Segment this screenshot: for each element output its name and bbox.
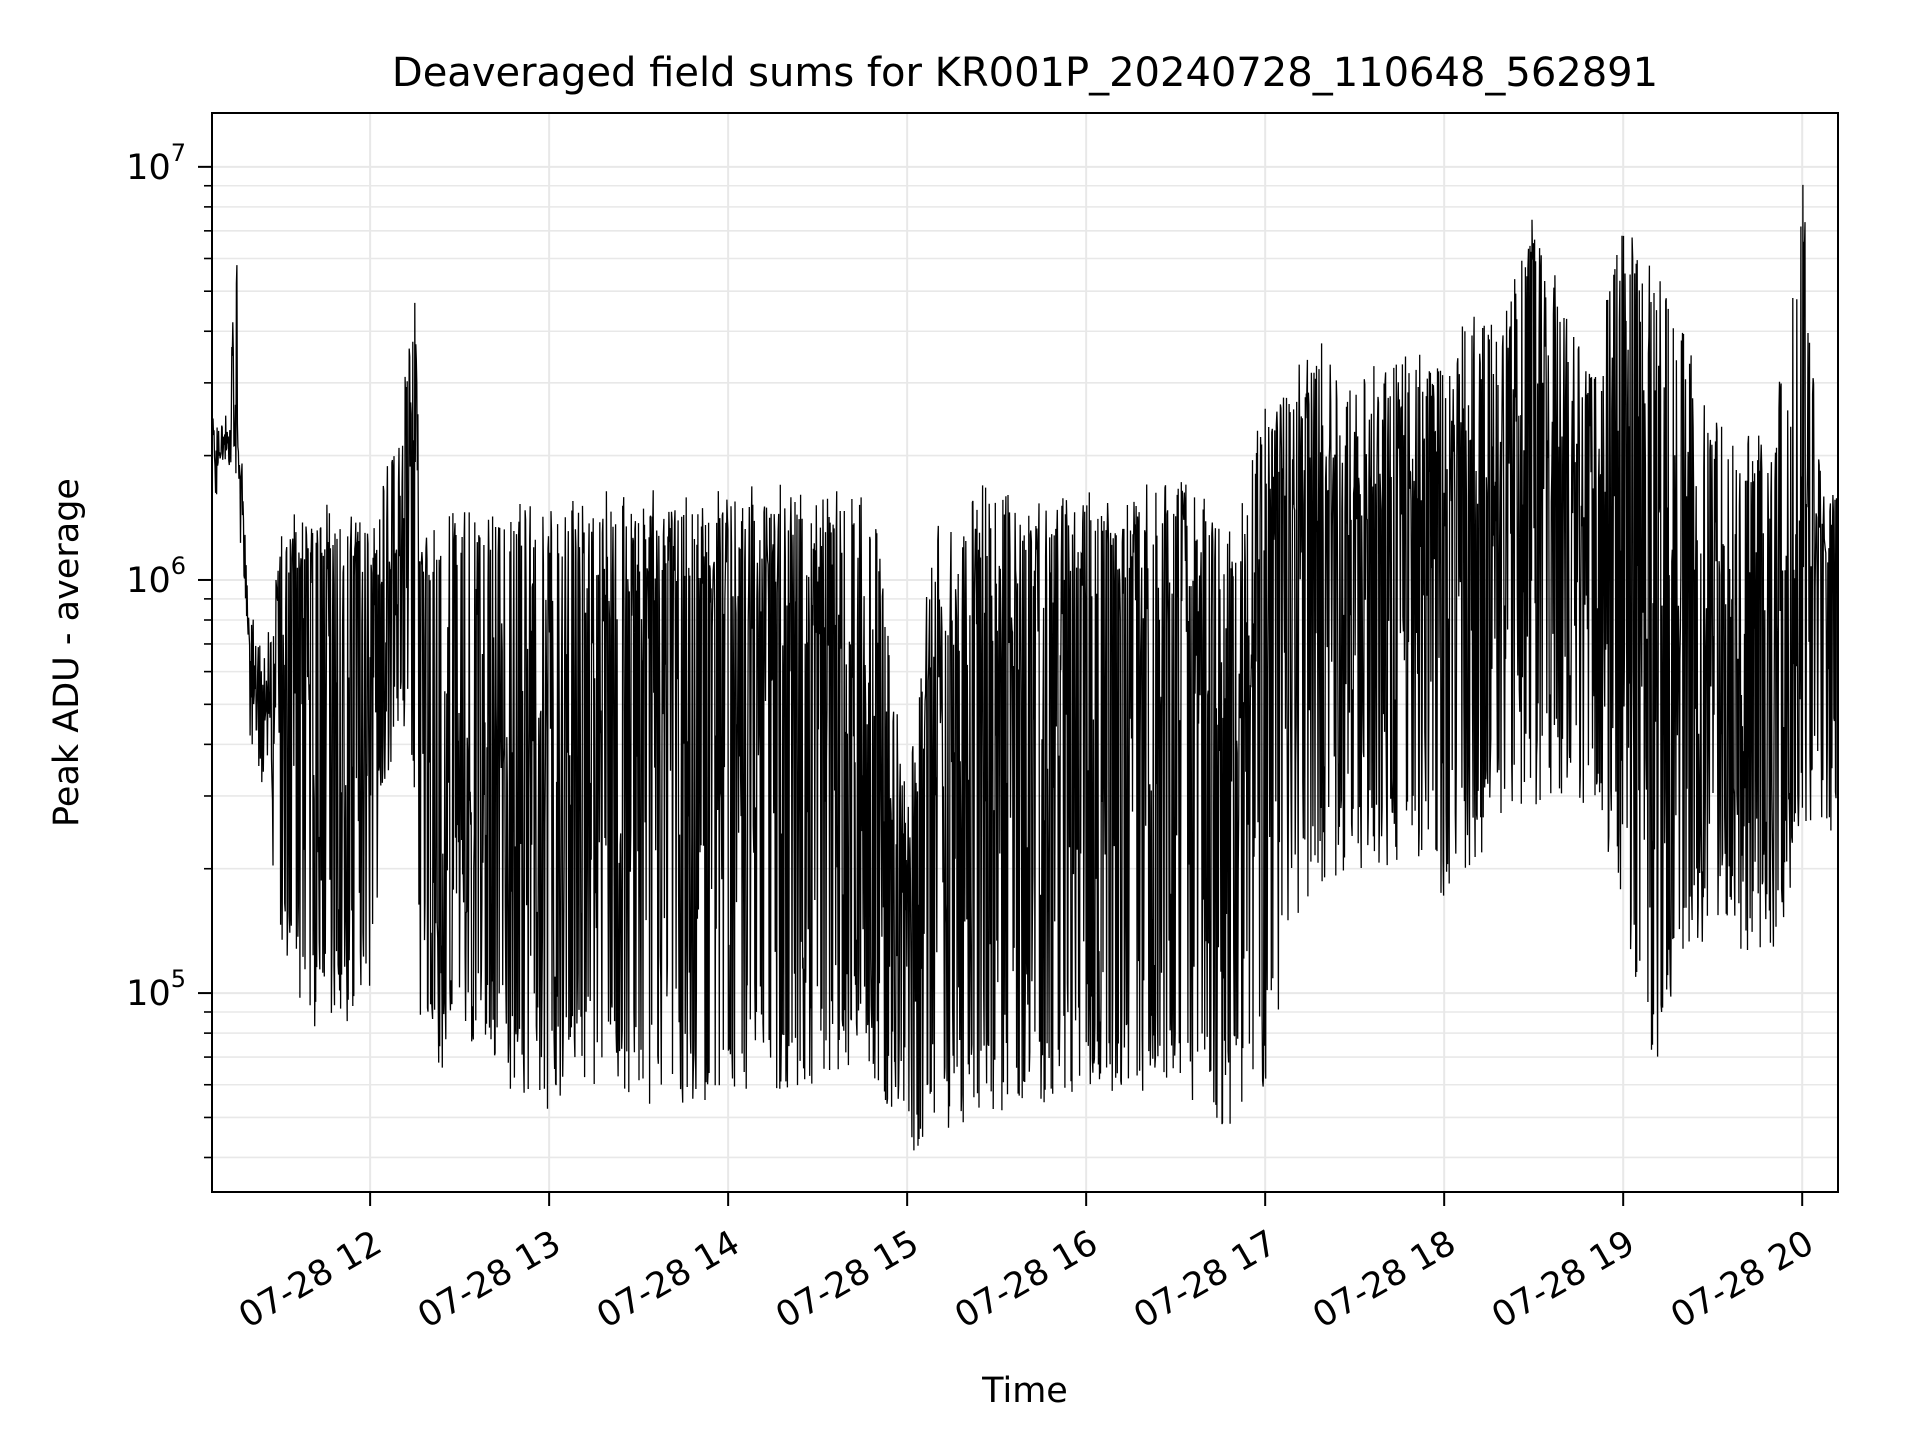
y-tick-label: 105 bbox=[126, 965, 186, 1014]
y-tick-base: 10 bbox=[126, 148, 171, 188]
chart-title: Deaveraged field sums for KR001P_2024072… bbox=[392, 50, 1658, 96]
y-tick-exponent: 7 bbox=[171, 139, 186, 167]
plot-frame bbox=[211, 112, 1839, 1193]
y-tick-base: 10 bbox=[126, 974, 171, 1014]
y-tick-exponent: 6 bbox=[171, 552, 186, 580]
y-axis-label: Peak ADU - average bbox=[47, 478, 87, 827]
series-line bbox=[211, 184, 1839, 1151]
y-tick-base: 10 bbox=[126, 561, 171, 601]
y-tick-label: 106 bbox=[126, 552, 186, 601]
y-tick-label: 107 bbox=[126, 139, 186, 188]
y-tick-exponent: 5 bbox=[171, 965, 186, 993]
data-layer bbox=[211, 184, 1839, 1151]
x-axis-label: Time bbox=[981, 1371, 1068, 1411]
